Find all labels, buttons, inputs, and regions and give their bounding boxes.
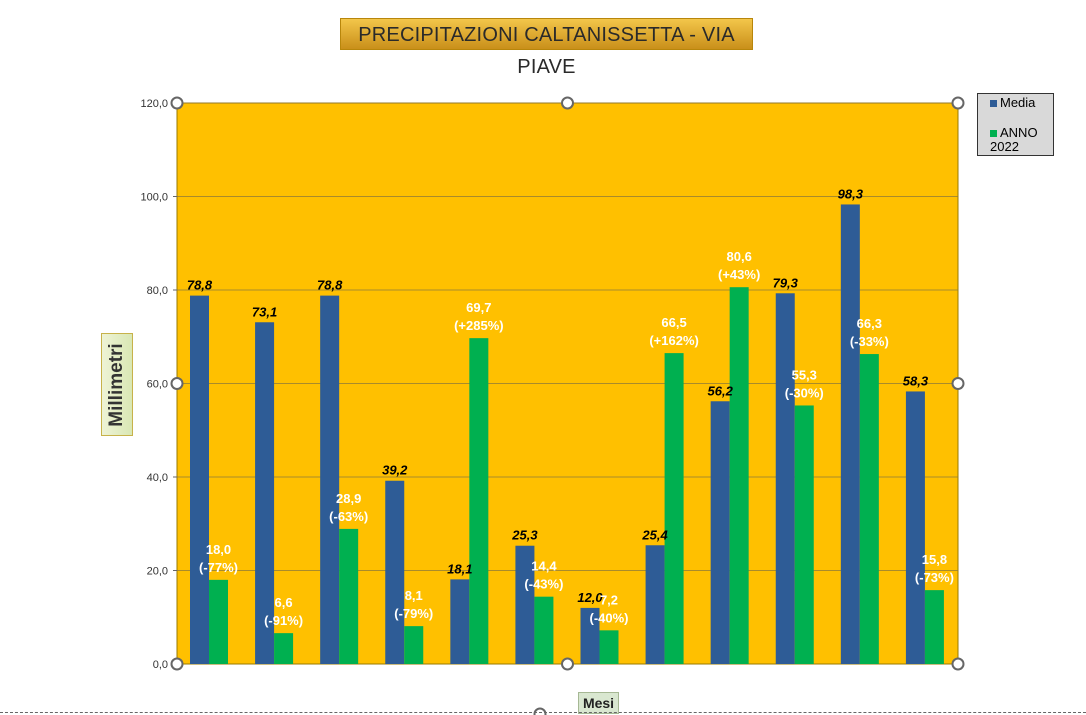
y-tick-label: 40,0	[147, 472, 168, 484]
data-label-anno-pct: (+43%)	[718, 267, 760, 282]
bar-media-8	[645, 545, 665, 664]
bar-anno-1	[209, 579, 228, 664]
legend-label-media: Media	[1000, 95, 1036, 110]
data-label-anno-value: 80,6	[727, 249, 752, 264]
y-tick-label: 120,0	[140, 98, 168, 110]
data-label-media: 25,3	[511, 528, 538, 543]
data-label-media: 18,1	[447, 561, 472, 576]
data-label-anno-value: 18,0	[206, 542, 231, 557]
bar-media-11	[840, 204, 860, 664]
data-label-media: 98,3	[838, 186, 864, 201]
data-label-media: 58,3	[903, 373, 929, 388]
bar-media-9	[710, 401, 730, 664]
y-tick-label: 0,0	[153, 659, 168, 671]
y-tick-label: 80,0	[147, 285, 168, 297]
bar-anno-2	[274, 633, 294, 664]
y-axis-title: Millimetri	[106, 342, 127, 427]
selection-handle	[951, 377, 965, 390]
data-label-anno-value: 66,3	[857, 316, 882, 331]
data-label-anno-pct: (-73%)	[915, 570, 954, 585]
data-label-anno-pct: (-33%)	[850, 334, 889, 349]
selection-handle	[170, 657, 184, 671]
bar-media-1	[190, 295, 209, 664]
bar-anno-11	[859, 354, 879, 664]
legend-item-media: Media	[990, 95, 1035, 110]
selection-handle	[533, 707, 547, 715]
data-label-anno-value: 69,7	[466, 300, 491, 315]
bar-media-4	[385, 480, 405, 664]
data-label-anno-value: 7,2	[600, 592, 618, 607]
data-label-media: 79,3	[773, 275, 799, 290]
legend-label-anno: ANNO 2022	[990, 125, 1038, 154]
data-label-anno-value: 28,9	[336, 491, 361, 506]
bar-anno-8	[664, 353, 684, 664]
chart-title: PRECIPITAZIONI CALTANISSETTA - VIA PIAVE	[340, 18, 753, 78]
data-label-media: 78,8	[187, 278, 213, 293]
bar-media-7	[580, 607, 600, 664]
data-label-anno-pct: (-43%)	[524, 577, 563, 592]
legend: Media ANNO 2022	[977, 93, 1054, 156]
data-label-media: 56,2	[708, 383, 734, 398]
data-label-media: 73,1	[252, 304, 277, 319]
bar-anno-9	[729, 287, 749, 664]
data-label-media: 12,0	[577, 590, 603, 605]
selection-handle	[561, 96, 574, 110]
bar-anno-3	[339, 528, 359, 664]
bar-media-5	[450, 579, 470, 664]
selection-handle	[170, 377, 184, 390]
data-label-anno-value: 66,5	[661, 315, 686, 330]
bar-media-6	[515, 545, 535, 664]
y-tick-label: 60,0	[147, 379, 168, 391]
data-label-anno-value: 55,3	[792, 367, 817, 382]
y-axis-title-box: Millimetri	[101, 333, 133, 436]
bar-anno-4	[404, 626, 424, 664]
bar-anno-10	[794, 405, 814, 664]
y-tick-label: 100,0	[140, 192, 168, 204]
x-axis-title: Mesi	[578, 692, 619, 714]
bar-media-10	[775, 293, 795, 664]
data-label-anno-pct: (-40%)	[589, 610, 628, 625]
bar-anno-12	[924, 590, 944, 664]
bar-media-12	[905, 391, 925, 664]
data-label-media: 39,2	[382, 463, 408, 478]
selection-handle	[170, 96, 184, 110]
data-label-anno-pct: (+162%)	[649, 333, 699, 348]
data-label-anno-pct: (+285%)	[454, 318, 504, 333]
data-label-media: 25,4	[641, 527, 668, 542]
y-tick-label: 20,0	[147, 566, 168, 578]
data-label-anno-pct: (-91%)	[264, 613, 303, 628]
data-label-anno-pct: (-30%)	[785, 385, 824, 400]
data-label-media: 78,8	[317, 278, 343, 293]
legend-swatch-media	[990, 100, 997, 108]
bar-anno-5	[469, 338, 489, 664]
data-label-anno-value: 15,8	[922, 552, 947, 567]
chart-frame-bottom	[0, 712, 1086, 713]
bar-media-3	[320, 295, 340, 664]
data-label-anno-value: 8,1	[405, 588, 423, 603]
data-label-anno-pct: (-63%)	[329, 509, 368, 524]
legend-item-anno: ANNO 2022	[990, 126, 1052, 154]
data-label-anno-value: 14,4	[531, 559, 557, 574]
data-label-anno-value: 6,6	[275, 595, 293, 610]
data-label-anno-pct: (-77%)	[199, 560, 238, 575]
selection-handle	[951, 657, 965, 671]
legend-swatch-anno	[990, 130, 997, 138]
bar-anno-7	[599, 630, 619, 664]
selection-handle	[951, 96, 965, 110]
bar-anno-6	[534, 596, 554, 664]
data-label-anno-pct: (-79%)	[394, 606, 433, 621]
bar-media-2	[255, 322, 275, 664]
selection-handle	[561, 657, 574, 671]
